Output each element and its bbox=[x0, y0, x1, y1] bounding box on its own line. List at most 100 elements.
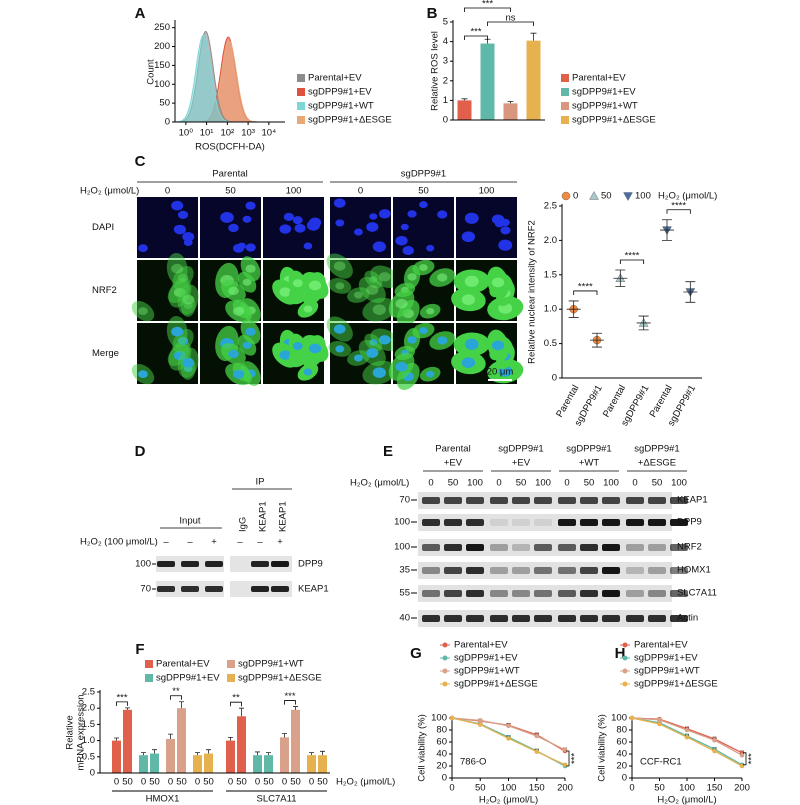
sign-label: – bbox=[163, 537, 169, 548]
legend-swatch bbox=[561, 102, 569, 110]
protein-label: KEAP1 bbox=[677, 495, 708, 506]
significance-bracket bbox=[116, 701, 128, 706]
x-tick-label: 50 bbox=[263, 777, 274, 788]
blot-band bbox=[626, 519, 644, 526]
legend-label: sgDPP9#1+ΔESGE bbox=[454, 679, 538, 690]
x-tick-label: 50 bbox=[317, 777, 328, 788]
blot-band bbox=[602, 544, 620, 551]
protein-label: Actin bbox=[677, 613, 698, 624]
micrograph bbox=[131, 315, 199, 385]
blot-band bbox=[580, 590, 598, 597]
nucleus bbox=[491, 277, 505, 288]
nucleus bbox=[407, 273, 417, 281]
channel-label: DAPI bbox=[92, 222, 114, 233]
group-label: +ΔESGE bbox=[638, 458, 676, 469]
blot-band bbox=[670, 544, 688, 551]
blot-band bbox=[271, 561, 289, 567]
blot-band bbox=[602, 497, 620, 504]
x-tick-label: 10² bbox=[220, 128, 234, 139]
nucleus bbox=[177, 210, 189, 219]
blot-band bbox=[466, 497, 484, 504]
bar bbox=[112, 740, 121, 773]
nucleus bbox=[407, 336, 417, 344]
y-tick-label: 100 bbox=[431, 713, 447, 724]
significance-bracket bbox=[743, 752, 747, 766]
point bbox=[684, 727, 690, 733]
dose-label: 0 bbox=[165, 186, 170, 197]
legend-label: sgDPP9#1+ΔESGE bbox=[308, 115, 392, 126]
nucleus bbox=[366, 222, 379, 232]
point bbox=[477, 718, 483, 723]
x-tick-label: 50 bbox=[149, 777, 160, 788]
legend-swatch bbox=[145, 660, 153, 668]
legend-marker bbox=[589, 191, 599, 200]
nucleus bbox=[426, 370, 435, 378]
nucleus bbox=[228, 349, 239, 359]
group-label: +EV bbox=[444, 458, 463, 469]
legend-label: sgDPP9#1+EV bbox=[308, 87, 372, 98]
legend-swatch bbox=[561, 74, 569, 82]
significance-label: *** bbox=[470, 27, 481, 38]
y-tick-label: 2.5 bbox=[82, 687, 95, 698]
blot-band bbox=[558, 544, 576, 551]
significance-bracket bbox=[619, 259, 645, 264]
nucleus bbox=[464, 212, 479, 224]
cell-body bbox=[166, 252, 188, 285]
blot-band bbox=[580, 544, 598, 551]
nucleus bbox=[378, 272, 391, 282]
error-bar bbox=[309, 752, 314, 756]
x-tick-label: 50 bbox=[475, 783, 486, 794]
point bbox=[562, 762, 568, 768]
legend-label: Parental+EV bbox=[308, 73, 362, 84]
panel-letter: B bbox=[427, 5, 438, 22]
x-tick-label: 150 bbox=[529, 783, 545, 794]
legend-label: Parental+EV bbox=[156, 659, 210, 670]
y-axis-label: Cell viability (%) bbox=[417, 714, 428, 782]
sign-label: – bbox=[237, 537, 243, 548]
legend-label: sgDPP9#1+ΔESGE bbox=[238, 673, 322, 684]
y-tick-label: 2.0 bbox=[82, 703, 95, 714]
cell-body bbox=[358, 276, 386, 304]
blot-band bbox=[490, 567, 508, 574]
treatment-label: H₂O₂ (100 μmol/L) bbox=[80, 537, 158, 548]
blot-band bbox=[580, 567, 598, 574]
sign-label: – bbox=[187, 537, 193, 548]
y-tick-label: 0 bbox=[622, 773, 627, 784]
nucleus bbox=[461, 357, 476, 369]
blot-band bbox=[602, 519, 620, 526]
dose-label: 0 bbox=[358, 186, 363, 197]
legend-swatch bbox=[561, 88, 569, 96]
nucleus bbox=[220, 211, 234, 223]
significance-label: **** bbox=[671, 200, 686, 211]
bar bbox=[526, 40, 541, 121]
point bbox=[739, 752, 745, 758]
blot-band bbox=[181, 561, 199, 567]
cell-body bbox=[328, 278, 352, 294]
error-bar bbox=[152, 749, 157, 754]
x-axis-label: H₂O₂ (μmol/L) bbox=[657, 795, 716, 805]
y-tick-label: 0.5 bbox=[82, 751, 95, 762]
dose-label: 100 bbox=[603, 478, 619, 489]
error-bar bbox=[662, 219, 672, 231]
bar bbox=[503, 103, 518, 120]
blot-band bbox=[534, 615, 552, 622]
blot-band bbox=[558, 590, 576, 597]
error-bar bbox=[507, 100, 514, 104]
point bbox=[477, 722, 483, 727]
point bbox=[506, 723, 511, 729]
legend-label: sgDPP9#1+EV bbox=[454, 653, 518, 664]
y-tick-label: 0 bbox=[443, 115, 448, 126]
legend-marker bbox=[622, 668, 628, 674]
nucleus bbox=[279, 350, 292, 360]
legend-marker bbox=[561, 191, 571, 201]
significance-label: ns bbox=[505, 13, 515, 24]
micrograph bbox=[326, 253, 400, 322]
bar bbox=[280, 737, 289, 773]
nucleus bbox=[308, 343, 322, 354]
nucleus bbox=[245, 201, 256, 210]
micrograph bbox=[263, 260, 329, 321]
blot-band bbox=[512, 519, 530, 526]
error-bar bbox=[461, 98, 468, 101]
y-tick-label: 100 bbox=[154, 79, 170, 90]
